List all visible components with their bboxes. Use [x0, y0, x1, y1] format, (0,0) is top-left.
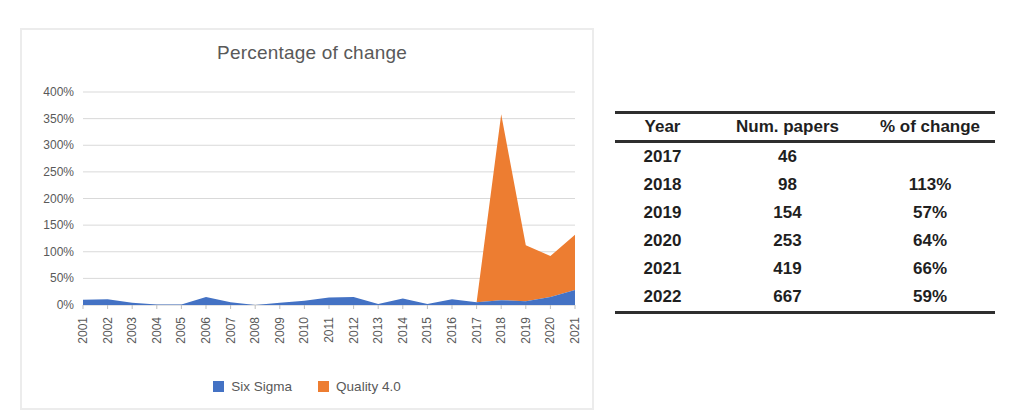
x-axis-tick-label: 2005: [174, 317, 188, 344]
y-axis-tick-label: 100%: [43, 245, 74, 259]
x-axis-tick-label: 2011: [322, 317, 336, 343]
legend-item-quality-4-0: Quality 4.0: [318, 379, 401, 394]
table-cell: 667: [710, 283, 865, 311]
area-chart: 0% 50% 100% 150% 200% 250% 300% 350% 400% 2001 200…: [22, 30, 592, 408]
table-cell: 113%: [865, 171, 995, 199]
table-cell: 2017: [615, 143, 710, 171]
x-axis-tick-label: 2018: [494, 317, 508, 344]
x-axis-tick-label: 2002: [101, 317, 115, 344]
x-axis-tick-label: 2006: [199, 317, 213, 344]
y-axis-tick-label: 150%: [43, 218, 74, 232]
x-axis-tick-label: 2007: [224, 317, 238, 344]
legend-swatch-icon: [318, 381, 329, 392]
table-row: 201746: [615, 143, 995, 171]
x-axis-tick-label: 2004: [150, 317, 164, 344]
table-row: 202141966%: [615, 255, 995, 283]
table-cell: 59%: [865, 283, 995, 311]
chart-legend: Six Sigma Quality 4.0: [22, 379, 592, 394]
x-axis-tick-label: 2010: [297, 317, 311, 344]
y-axis-tick-label: 0%: [57, 298, 75, 312]
table-cell: 64%: [865, 227, 995, 255]
x-axis-tick-label: 2003: [125, 317, 139, 344]
y-axis-tick-label: 350%: [43, 112, 74, 126]
x-axis-tick-label: 2016: [445, 317, 459, 344]
chart-card: Percentage of change 0%50%100%150%200%25…: [20, 28, 594, 410]
table-header-cell: % of change: [865, 114, 995, 140]
table-cell: [865, 143, 995, 171]
table-cell: 253: [710, 227, 865, 255]
table-row: 201898113%: [615, 171, 995, 199]
x-axis-tick-label: 2012: [347, 317, 361, 344]
y-axis-tick-label: 300%: [43, 138, 74, 152]
table-row: 201915457%: [615, 199, 995, 227]
table-row: 202266759%: [615, 283, 995, 311]
table-cell: 419: [710, 255, 865, 283]
x-axis-tick-label: 2017: [470, 317, 484, 344]
table-row: 202025364%: [615, 227, 995, 255]
x-axis-tick-label: 2020: [543, 317, 557, 344]
y-axis-tick-label: 200%: [43, 192, 74, 206]
x-axis-tick-label: 2014: [396, 317, 410, 344]
y-axis-tick-label: 400%: [43, 85, 74, 99]
table-cell: 98: [710, 171, 865, 199]
papers-table: YearNum. papers% of change20174620189811…: [615, 111, 995, 314]
x-axis-tick-label: 2021: [568, 317, 582, 344]
table-header-cell: Year: [615, 114, 710, 140]
table-header-cell: Num. papers: [710, 114, 865, 140]
table-cell: 66%: [865, 255, 995, 283]
table-cell: 2021: [615, 255, 710, 283]
quality-40-area: [83, 114, 575, 305]
x-axis-tick-label: 2009: [273, 317, 287, 344]
x-axis-tick-label: 2015: [420, 317, 434, 344]
legend-label: Quality 4.0: [336, 379, 401, 394]
x-axis-tick-label: 2013: [371, 317, 385, 344]
table-cell: 2018: [615, 171, 710, 199]
table-cell: 2020: [615, 227, 710, 255]
table-cell: 154: [710, 199, 865, 227]
legend-swatch-icon: [213, 381, 224, 392]
table-cell: 46: [710, 143, 865, 171]
table-cell: 57%: [865, 199, 995, 227]
y-axis-tick-label: 50%: [50, 271, 74, 285]
x-axis-tick-label: 2019: [519, 317, 533, 344]
x-axis-tick-label: 2001: [76, 317, 90, 344]
table-header-row: YearNum. papers% of change: [615, 114, 995, 143]
screenshot-root: Percentage of change 0%50%100%150%200%25…: [0, 0, 1024, 420]
legend-item-six-sigma: Six Sigma: [213, 379, 292, 394]
y-axis-tick-label: 250%: [43, 165, 74, 179]
table-cell: 2019: [615, 199, 710, 227]
table-cell: 2022: [615, 283, 710, 311]
legend-label: Six Sigma: [231, 379, 292, 394]
x-axis-tick-label: 2008: [248, 317, 262, 344]
